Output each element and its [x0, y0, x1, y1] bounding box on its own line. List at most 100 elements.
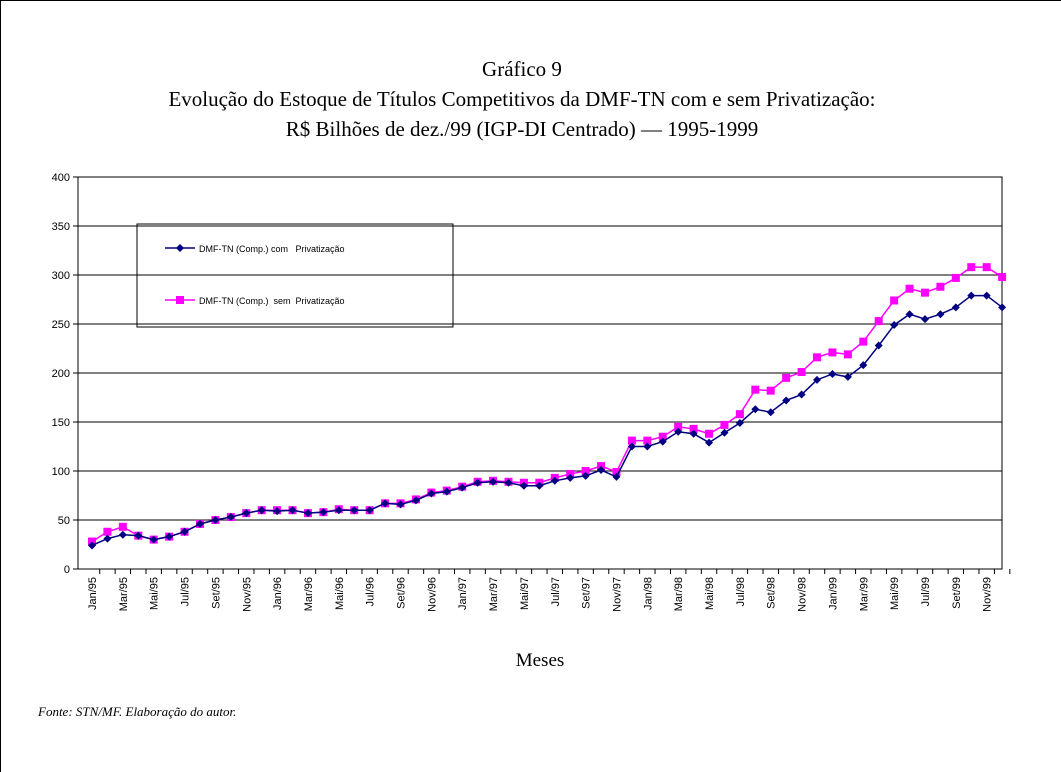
x-tick-label: Mai/99 [889, 577, 901, 610]
point [967, 291, 976, 300]
point [612, 472, 621, 481]
point [458, 483, 467, 492]
point [88, 541, 96, 550]
point [427, 489, 436, 498]
x-tick-label: Mai/95 [149, 577, 161, 610]
point [411, 496, 420, 505]
point [751, 385, 760, 394]
point [720, 420, 729, 429]
x-tick-label: Jan/96 [272, 577, 284, 610]
point [705, 429, 714, 438]
point [920, 315, 929, 324]
point [720, 428, 729, 437]
x-tick-label: Jul/97 [550, 577, 562, 606]
y-tick-label: 150 [52, 417, 70, 429]
point [735, 418, 744, 427]
y-tick-label: 200 [52, 368, 70, 380]
point [442, 487, 451, 496]
y-tick-label: 300 [52, 270, 70, 282]
point [627, 436, 636, 445]
x-tick-label: Mai/96 [334, 577, 346, 610]
legend-label: DMF-TN (Comp.) com Privatização [199, 244, 345, 254]
x-tick-label: Jul/96 [365, 577, 377, 606]
point [936, 310, 945, 319]
point [350, 506, 359, 515]
point [766, 386, 775, 395]
point [473, 478, 482, 487]
source-note: Fonte: STN/MF. Elaboração do autor. [37, 704, 236, 719]
point [920, 288, 929, 297]
point [859, 337, 868, 346]
point [843, 372, 852, 381]
x-tick-label: Jul/95 [180, 577, 192, 606]
point [643, 442, 652, 451]
point [951, 303, 960, 312]
point [581, 467, 590, 475]
x-tick-label: Mar/98 [673, 577, 685, 611]
legend-label: DMF-TN (Comp.) sem Privatização [199, 296, 345, 306]
point [257, 506, 266, 515]
point [813, 353, 822, 362]
point [859, 361, 868, 370]
point [982, 291, 991, 300]
point [967, 263, 976, 272]
x-tick-label: Mar/99 [858, 577, 870, 611]
x-tick-label: Nov/99 [982, 577, 994, 612]
point [735, 410, 744, 419]
point [797, 368, 806, 377]
point [797, 390, 806, 399]
point [905, 284, 914, 293]
x-tick-label: Mar/97 [488, 577, 500, 611]
x-tick-label: Set/99 [951, 577, 963, 609]
x-tick-label: Jul/98 [735, 577, 747, 606]
x-tick-label: Set/97 [581, 577, 593, 609]
point [982, 263, 991, 272]
series-line [91, 294, 1003, 547]
chart-subtitle: Evolução do Estoque de Títulos Competiti… [168, 87, 875, 111]
point [334, 506, 343, 515]
point [658, 437, 667, 446]
point [195, 519, 204, 528]
point [998, 272, 1007, 281]
point [951, 273, 960, 282]
point [381, 499, 390, 508]
x-tick-label: Nov/98 [797, 577, 809, 612]
point [103, 527, 112, 536]
x-tick-label: Mai/98 [704, 577, 716, 610]
point [627, 442, 636, 451]
point [890, 320, 899, 329]
point [396, 500, 405, 509]
point [180, 527, 189, 536]
y-tick-label: 250 [52, 319, 70, 331]
point [550, 476, 559, 485]
point [689, 424, 698, 433]
legend-marker [176, 244, 184, 252]
point [365, 506, 374, 515]
point [813, 375, 822, 384]
point [843, 350, 852, 359]
point [226, 513, 235, 522]
x-tick-label: Nov/95 [241, 577, 253, 612]
point [705, 438, 714, 447]
point [890, 296, 899, 305]
point [504, 478, 513, 487]
chart-subtitle: R$ Bilhões de dez./99 (IGP-DI Centrado) … [286, 117, 758, 141]
x-tick-label: Jul/99 [920, 577, 932, 606]
point [828, 348, 837, 357]
point [288, 506, 297, 515]
y-tick-label: 50 [58, 515, 70, 527]
point [165, 532, 174, 541]
point [118, 522, 127, 531]
x-tick-label: Jan/97 [457, 577, 469, 610]
x-tick-label: Nov/96 [426, 577, 438, 612]
point [273, 507, 282, 516]
point [689, 429, 698, 438]
point [597, 466, 606, 475]
point [612, 467, 621, 476]
legend-marker [176, 296, 184, 304]
point [303, 509, 312, 518]
point [658, 432, 667, 441]
